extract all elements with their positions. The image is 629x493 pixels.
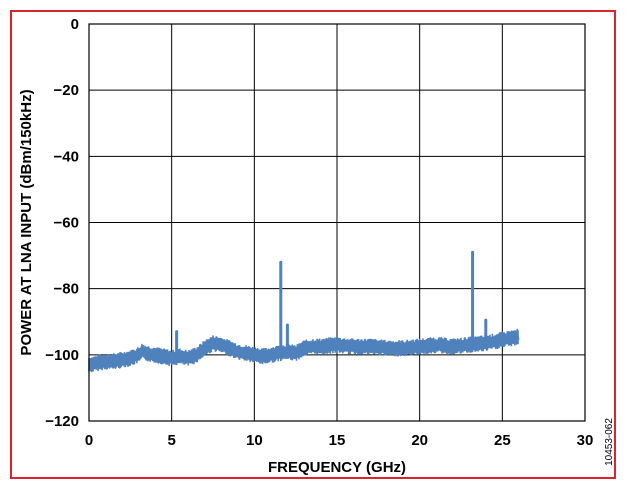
noise-floor-line (88, 333, 520, 368)
x-tick-label-3: 15 (329, 432, 346, 449)
y-tick-label-1: −20 (54, 82, 79, 99)
y-axis-title: POWER AT LNA INPUT (dBm/150kHz) (18, 89, 35, 355)
x-tick-label-2: 10 (246, 432, 263, 449)
y-tick-labels: 0 −20 −40 −60 −80 −100 −120 (45, 16, 79, 430)
y-tick-label-5: −100 (45, 347, 79, 364)
y-tick-label-2: −40 (54, 148, 79, 165)
x-tick-label-5: 25 (494, 432, 511, 449)
x-tick-label-6: 30 (577, 432, 594, 449)
x-tick-labels: 0 5 10 15 20 25 30 (85, 432, 594, 449)
x-tick-label-0: 0 (85, 432, 93, 449)
y-tick-label-6: −120 (45, 413, 79, 430)
plot-area-border (88, 23, 586, 422)
x-tick-label-1: 5 (167, 432, 175, 449)
y-tick-label-3: −60 (54, 215, 79, 232)
figure-border (10, 10, 616, 479)
y-tick-label-4: −80 (54, 281, 79, 298)
figure-id: 10453-062 (604, 418, 615, 466)
noise-floor-series (88, 328, 520, 373)
x-tick-label-4: 20 (411, 432, 428, 449)
y-tick-label-0: 0 (71, 16, 79, 33)
x-axis-title: FREQUENCY (GHz) (268, 459, 406, 476)
spur-lines (175, 250, 488, 359)
